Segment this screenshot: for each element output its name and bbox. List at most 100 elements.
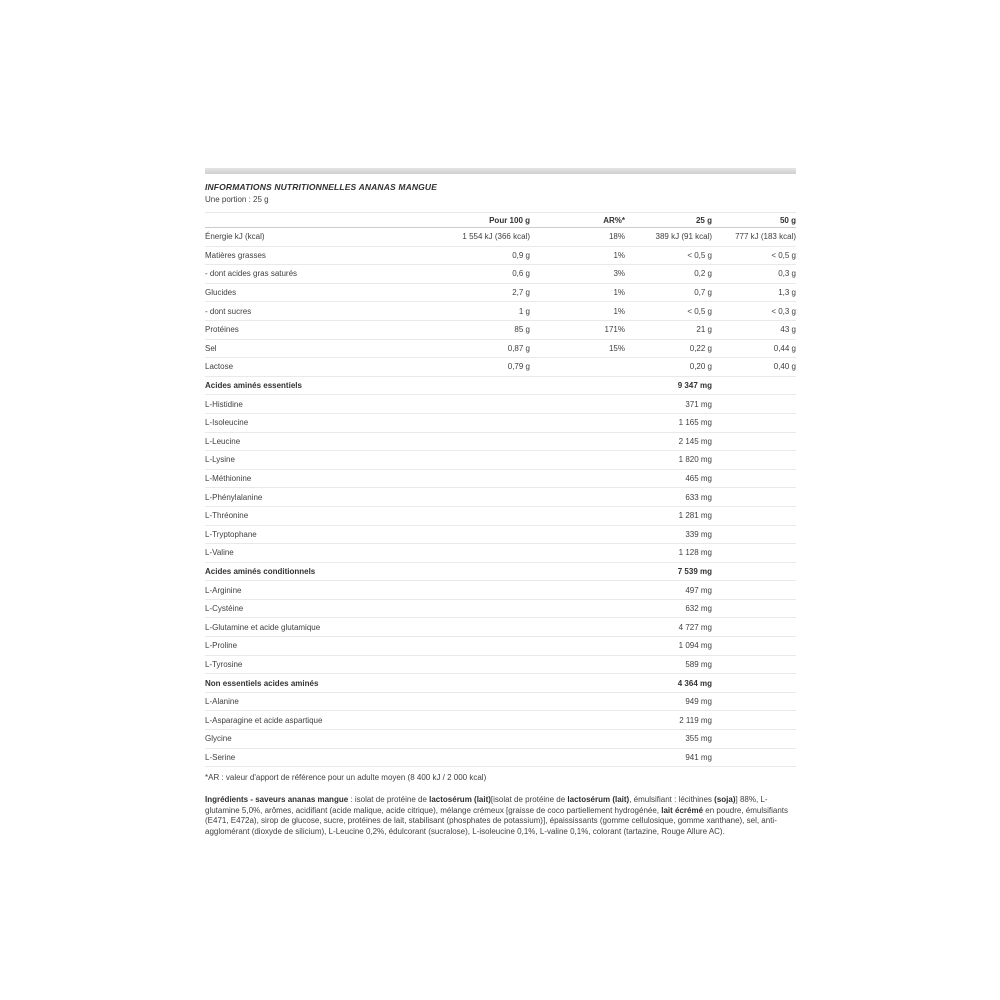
cell-g50: 0,40 g — [712, 357, 796, 377]
cell-ar — [530, 636, 625, 656]
cell-label: - dont sucres — [205, 301, 400, 321]
table-row: L-Thréonine 1 281 mg — [205, 506, 796, 526]
table-row: - dont acides gras saturés 0,6 g 3% 0,2 g 0,… — [205, 264, 796, 284]
table-row: L-Méthionine 465 mg — [205, 469, 796, 489]
cell-per100 — [400, 673, 530, 693]
cell-g50: 1,3 g — [712, 283, 796, 303]
nutrition-table: Pour 100 g AR%* 25 g 50 g Énergie kJ (kc… — [205, 212, 796, 768]
cell-label: Glycine — [205, 729, 400, 749]
cell-g50 — [712, 562, 796, 582]
ingredients-bold-segment: lactosérum (lait) — [429, 795, 491, 805]
cell-ar: 3% — [530, 264, 625, 284]
cell-g50 — [712, 692, 796, 712]
table-row: Énergie kJ (kcal) 1 554 kJ (366 kcal) 18% 3… — [205, 227, 796, 247]
table-row: L-Lysine 1 820 mg — [205, 450, 796, 470]
cell-g25: 0,2 g — [625, 264, 712, 284]
cell-per100: 1 g — [400, 301, 530, 321]
table-row: Glucides 2,7 g 1% 0,7 g 1,3 g — [205, 283, 796, 303]
cell-g25: 7 539 mg — [625, 562, 712, 582]
cell-ar — [530, 692, 625, 712]
cell-per100 — [400, 655, 530, 675]
cell-per100: 0,9 g — [400, 246, 530, 266]
cell-ar — [530, 506, 625, 526]
cell-g50 — [712, 748, 796, 768]
cell-ar — [530, 748, 625, 768]
ingredients-bold-segment: (soja) — [714, 795, 736, 805]
cell-ar: 1% — [530, 246, 625, 266]
cell-label: L-Méthionine — [205, 469, 400, 489]
cell-ar — [530, 394, 625, 414]
cell-g50 — [712, 636, 796, 656]
ar-footnote: *AR : valeur d'apport de référence pour … — [205, 773, 487, 783]
cell-ar — [530, 729, 625, 749]
column-header-per100g: Pour 100 g — [400, 212, 530, 228]
cell-g25: 2 145 mg — [625, 432, 712, 452]
cell-g50 — [712, 413, 796, 433]
cell-g50 — [712, 394, 796, 414]
cell-ar — [530, 562, 625, 582]
table-title: INFORMATIONS NUTRITIONNELLES ANANAS MANG… — [205, 182, 438, 192]
cell-per100 — [400, 543, 530, 563]
cell-g50 — [712, 710, 796, 731]
cell-label: - dont acides gras saturés — [205, 264, 400, 284]
cell-g50: 0,44 g — [712, 339, 796, 359]
cell-per100 — [400, 562, 530, 582]
ingredients-segment: , émulsifiant : lécithines — [629, 795, 715, 805]
table-row: Acides aminés conditionnels 7 539 mg — [205, 562, 796, 582]
cell-per100 — [400, 487, 530, 507]
cell-per100 — [400, 506, 530, 526]
cell-label: L-Cystéine — [205, 599, 400, 619]
cell-label: Matières grasses — [205, 246, 400, 266]
cell-g25: 465 mg — [625, 469, 712, 489]
ingredients-segment: en poudre, émulsifiants (E471, E472a), s… — [205, 805, 788, 836]
cell-per100 — [400, 469, 530, 489]
cell-g25: 1 094 mg — [625, 636, 712, 656]
cell-per100 — [400, 710, 530, 731]
cell-per100 — [400, 748, 530, 768]
cell-per100 — [400, 617, 530, 638]
cell-label: L-Proline — [205, 636, 400, 656]
cell-g50 — [712, 543, 796, 563]
cell-ar — [530, 357, 625, 377]
cell-g25: 0,7 g — [625, 283, 712, 303]
cell-g50 — [712, 432, 796, 452]
table-row: - dont sucres 1 g 1% < 0,5 g < 0,3 g — [205, 301, 796, 321]
cell-ar — [530, 376, 625, 396]
table-row: L-Tryptophane 339 mg — [205, 525, 796, 545]
table-row: Non essentiels acides aminés 4 364 mg — [205, 673, 796, 693]
table-row: L-Arginine 497 mg — [205, 580, 796, 600]
cell-g25: 355 mg — [625, 729, 712, 749]
column-header-ar-percent: AR%* — [530, 212, 625, 228]
cell-label: Acides aminés essentiels — [205, 376, 400, 396]
cell-ar — [530, 432, 625, 452]
cell-label: Énergie kJ (kcal) — [205, 227, 400, 247]
top-divider-bar — [205, 168, 796, 174]
cell-label: L-Glutamine et acide glutamique — [205, 617, 400, 638]
cell-ar — [530, 469, 625, 489]
cell-per100 — [400, 432, 530, 452]
cell-label: L-Arginine — [205, 580, 400, 600]
ingredients-paragraph: Ingrédients - saveurs ananas mangue : is… — [205, 795, 796, 837]
ingredients-bold-segment: Ingrédients - saveurs ananas mangue — [205, 795, 349, 805]
cell-g25: 4 727 mg — [625, 617, 712, 638]
cell-ar — [530, 655, 625, 675]
cell-g25: 1 820 mg — [625, 450, 712, 470]
cell-g25: 339 mg — [625, 525, 712, 545]
cell-label: Protéines — [205, 320, 400, 340]
cell-g25: 21 g — [625, 320, 712, 340]
cell-per100: 0,79 g — [400, 357, 530, 377]
table-row: L-Proline 1 094 mg — [205, 636, 796, 656]
cell-label: L-Asparagine et acide aspartique — [205, 710, 400, 731]
cell-per100 — [400, 729, 530, 749]
cell-ar: 15% — [530, 339, 625, 359]
cell-per100: 1 554 kJ (366 kcal) — [400, 227, 530, 247]
table-row: Glycine 355 mg — [205, 729, 796, 749]
cell-g25: 0,22 g — [625, 339, 712, 359]
cell-ar — [530, 525, 625, 545]
cell-g25: 1 128 mg — [625, 543, 712, 563]
cell-g50 — [712, 450, 796, 470]
cell-per100 — [400, 692, 530, 712]
cell-g25: 633 mg — [625, 487, 712, 507]
table-row: L-Histidine 371 mg — [205, 394, 796, 414]
cell-g50 — [712, 525, 796, 545]
